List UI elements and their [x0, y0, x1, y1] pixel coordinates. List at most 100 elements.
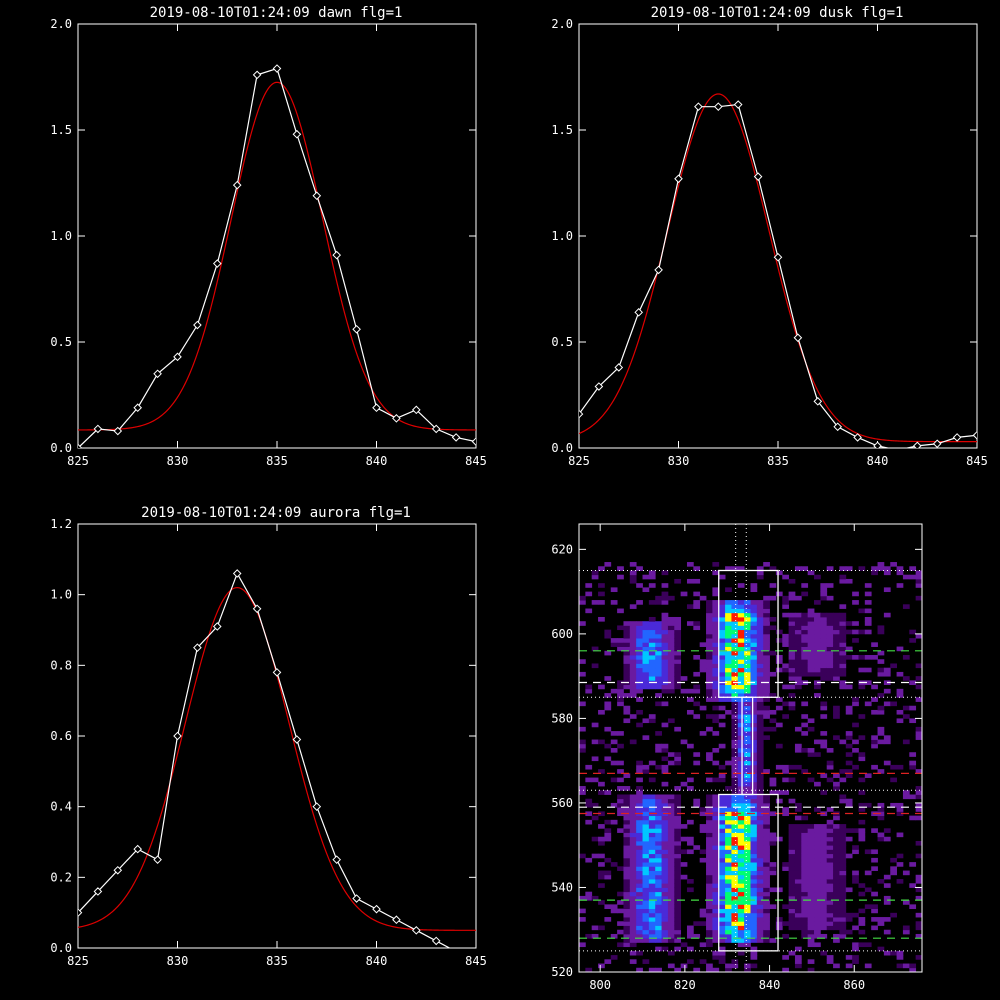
- heatmap-cell: [642, 671, 650, 677]
- heatmap-cell: [617, 697, 624, 702]
- heatmap-cell: [731, 638, 739, 643]
- heatmap-cell: [725, 917, 732, 922]
- heatmap-cell: [858, 832, 866, 838]
- heatmap-cell: [750, 929, 758, 935]
- heatmap-cell: [693, 578, 701, 584]
- heatmap-cell: [845, 621, 853, 626]
- heatmap-cell: [852, 655, 859, 660]
- heatmap-cell: [769, 625, 777, 631]
- heatmap-cell: [604, 562, 612, 567]
- heatmap-cell: [794, 684, 802, 690]
- heatmap-cell: [623, 917, 631, 922]
- heatmap-cell: [794, 917, 802, 922]
- heatmap-cell: [737, 950, 745, 956]
- data-point: [252, 70, 262, 80]
- heatmap-cell: [731, 802, 739, 808]
- heatmap-cell: [909, 883, 917, 888]
- heatmap-cell: [718, 642, 726, 647]
- data-point: [793, 333, 803, 343]
- data-point: [352, 324, 361, 334]
- heatmap-cell: [725, 845, 732, 850]
- heatmap-cell: [712, 697, 720, 702]
- data-point: [292, 735, 302, 744]
- x-tick-label: 835: [266, 954, 288, 968]
- heatmap-cell: [636, 709, 643, 715]
- heatmap-cell: [655, 845, 662, 850]
- heatmap-cell: [845, 735, 853, 740]
- heatmap-cell: [623, 625, 631, 631]
- heatmap-cell: [712, 840, 720, 846]
- heatmap-cell: [852, 912, 859, 918]
- heatmap-cell: [801, 591, 809, 597]
- heatmap-cell: [744, 938, 751, 943]
- heatmap-cell: [718, 929, 726, 935]
- heatmap-cell: [871, 849, 878, 855]
- heatmap-cell: [648, 667, 656, 673]
- heatmap-cell: [636, 900, 643, 905]
- heatmap-cell: [706, 921, 713, 926]
- heatmap-cell: [725, 798, 732, 804]
- heatmap-cell: [756, 629, 764, 635]
- heatmap-cell: [788, 591, 796, 597]
- heatmap-cell: [604, 633, 612, 639]
- heatmap-cell: [712, 760, 720, 766]
- heatmap-cell: [718, 904, 726, 910]
- heatmap-cell: [756, 794, 764, 800]
- heatmap-cell: [636, 638, 643, 643]
- heatmap-cell: [629, 824, 637, 829]
- heatmap-cell: [731, 697, 739, 702]
- heatmap-cell: [871, 655, 878, 660]
- heatmap-cell: [636, 659, 643, 664]
- heatmap-cell: [674, 917, 682, 922]
- heatmap-cell: [756, 693, 764, 698]
- heatmap-cell: [706, 794, 713, 800]
- heatmap-cell: [591, 722, 599, 728]
- heatmap-cell: [648, 574, 656, 580]
- heatmap-cell: [883, 701, 891, 707]
- heatmap-cell: [712, 731, 720, 736]
- heatmap-cell: [604, 832, 612, 838]
- heatmap-cell: [712, 600, 720, 605]
- heatmap-cell: [661, 887, 669, 893]
- heatmap-cell: [807, 621, 815, 626]
- heatmap-cell: [794, 959, 802, 964]
- heatmap-cell: [706, 895, 713, 901]
- heatmap-cell: [674, 642, 682, 647]
- heatmap-cell: [756, 811, 764, 817]
- heatmap-cell: [826, 777, 834, 783]
- heatmap-cell: [629, 798, 637, 804]
- heatmap-cell: [782, 612, 790, 618]
- heatmap-cell: [839, 646, 847, 652]
- y-tick-label: 0.0: [50, 441, 72, 455]
- heatmap-cell: [750, 912, 758, 918]
- heatmap-cell: [648, 815, 656, 821]
- x-tick-label: 840: [366, 954, 388, 968]
- heatmap-cell: [877, 650, 885, 656]
- heatmap-cell: [769, 709, 777, 715]
- heatmap-cell: [617, 760, 624, 766]
- heatmap-cell: [674, 874, 682, 880]
- heatmap-cell: [750, 705, 758, 711]
- heatmap-cell: [915, 769, 923, 774]
- heatmap-cell: [731, 743, 739, 749]
- heatmap-cell: [763, 663, 770, 669]
- heatmap-cell: [623, 671, 631, 677]
- heatmap-cell: [706, 879, 713, 884]
- heatmap-cell: [718, 887, 726, 893]
- heatmap-cell: [775, 697, 783, 702]
- heatmap-cell: [706, 883, 713, 888]
- heatmap-cell: [915, 853, 923, 859]
- heatmap-cell: [807, 904, 815, 910]
- heatmap-cell: [845, 912, 853, 918]
- heatmap-cell: [648, 870, 656, 876]
- heatmap-cell: [833, 676, 840, 681]
- heatmap-cell: [826, 819, 834, 825]
- heatmap-cell: [756, 726, 764, 732]
- heatmap-cell: [801, 832, 809, 838]
- panel-dawn: 2019-08-10T01:24:09 dawn flg=1 825 830 835…: [50, 5, 487, 468]
- heatmap-cell: [661, 701, 669, 707]
- heatmap-cell: [712, 680, 720, 686]
- heatmap-cell: [750, 883, 758, 888]
- heatmap-cell: [788, 887, 796, 893]
- heatmap-cell: [839, 739, 847, 745]
